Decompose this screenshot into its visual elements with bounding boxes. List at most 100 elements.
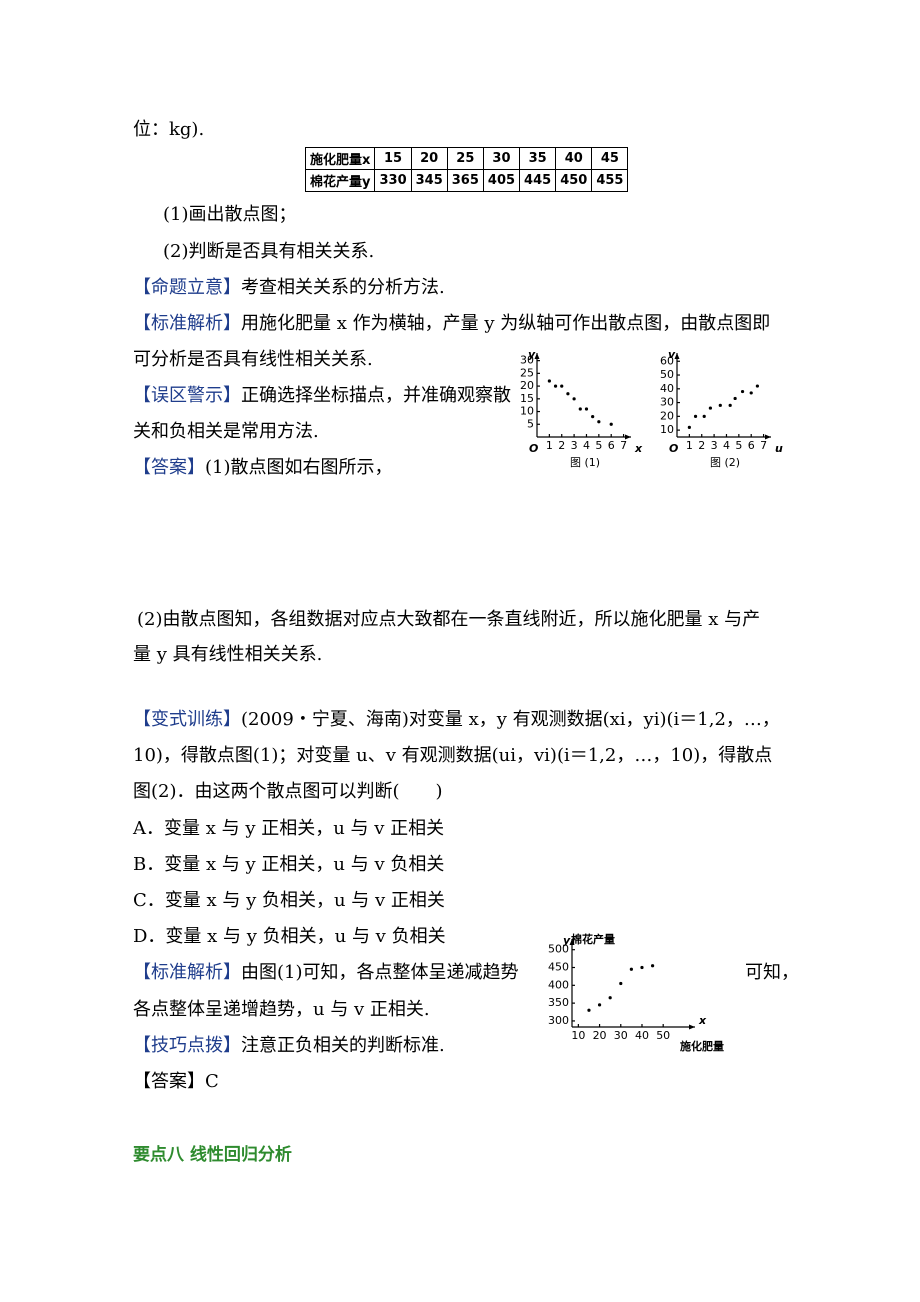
text: 【答案】C (133, 1071, 219, 1092)
y-tick-label: 40 (660, 382, 674, 395)
label: 【标准解析】 (133, 962, 241, 983)
y-tick-label: 400 (548, 978, 569, 991)
question: (1)画出散点图； (163, 204, 297, 225)
data-table: 施化肥量x 15 20 25 30 35 40 45 棉花产量y 330 345… (304, 147, 629, 192)
caption: 图 (2) (710, 456, 740, 469)
arrow (674, 353, 680, 359)
arrow (569, 939, 575, 945)
x-tick-label: 3 (711, 439, 718, 452)
intro: 位：kg). (133, 119, 205, 140)
x-tick-label: 6 (608, 439, 615, 452)
table-row: 施化肥量x 15 20 25 30 35 40 45 (304, 147, 629, 170)
point (640, 965, 644, 970)
point (597, 1003, 602, 1007)
y-tick-label: 500 (548, 943, 569, 956)
option: B．变量 x 与 y 正相关，u 与 v 负相关 (133, 854, 445, 875)
y-axis-label: y (528, 348, 536, 361)
y-tick-label: 20 (520, 379, 534, 392)
cell: 345 (410, 169, 448, 192)
paragraph: 【标准解析】用施化肥量 x 作为横轴，产量 y 为纵轴可作出散点图，由散点图即 (133, 312, 770, 336)
y-tick-label: 60 (660, 354, 674, 367)
x-tick-label: 3 (571, 439, 578, 452)
point (608, 996, 612, 1000)
y-tick-label: 50 (660, 368, 674, 381)
cell: 40 (555, 147, 593, 170)
text: 各点整体呈递增趋势，u 与 v 正相关. (133, 999, 430, 1020)
cell: 330 (374, 169, 412, 192)
point (591, 415, 595, 419)
point (629, 967, 633, 971)
point (553, 384, 558, 388)
y-tick-label: 15 (520, 392, 534, 405)
cell: 30 (482, 147, 521, 170)
y-tick-label: 25 (520, 366, 534, 379)
point (733, 396, 737, 401)
point (687, 425, 691, 429)
y-tick-label: 30 (660, 396, 674, 409)
cell: 35 (519, 147, 557, 170)
label: 【命题立意】 (133, 277, 241, 298)
text: 关和负相关是常用方法. (133, 421, 319, 442)
point (749, 391, 753, 395)
text: 可知， (745, 962, 799, 983)
point (619, 981, 623, 986)
x-tick-label: 4 (583, 439, 590, 452)
paragraph: 【命题立意】考查相关关系的分析方法. (133, 276, 445, 300)
x-tick-label: 5 (735, 439, 742, 452)
point (650, 964, 655, 968)
arrow (534, 353, 540, 359)
x-tick-label: 7 (760, 439, 767, 452)
text: 注意正负相关的判断标准. (241, 1035, 445, 1056)
cell: 25 (446, 147, 484, 170)
y-tick-label: 350 (548, 996, 569, 1009)
text: 可分析是否具有线性相关关系. (133, 349, 373, 370)
x-tick-label: 2 (698, 439, 705, 452)
cell: 450 (555, 169, 593, 192)
x-title: 施化肥量 (680, 1039, 724, 1053)
text: 量 y 具有线性相关关系. (133, 644, 323, 665)
text: 正确选择坐标描点，并准确观察散 (241, 385, 511, 406)
point (572, 397, 576, 401)
text: 考查相关关系的分析方法. (241, 277, 445, 298)
origin-label: O (669, 442, 678, 455)
point (547, 379, 551, 383)
section-heading: 要点八 线性回归分析 (133, 1145, 292, 1165)
label: 【变式训练】 (133, 709, 241, 730)
y-tick-label: 450 (548, 961, 569, 974)
point (578, 407, 582, 411)
x-axis-label: x (698, 1014, 707, 1027)
cell: 455 (591, 169, 629, 192)
y-tick-label: 20 (660, 409, 674, 422)
point (702, 414, 706, 418)
question: (2)判断是否具有相关关系. (163, 241, 375, 262)
point (566, 392, 570, 396)
text: 由图(1)可知，各点整体呈递减趋势 (241, 962, 519, 983)
paragraph: 【变式训练】(2009・宁夏、海南)对变量 x，y 有观测数据(xi，yi)(i… (133, 708, 780, 732)
option: A．变量 x 与 y 正相关，u 与 v 正相关 (133, 818, 445, 839)
point (693, 414, 698, 418)
origin-label: O (529, 442, 538, 455)
x-tick-label: 50 (656, 1029, 670, 1042)
text: (2)由散点图知，各组数据对应点大致都在一条直线附近，所以施化肥量 x 与产 (137, 609, 761, 630)
y-tick-label: 10 (520, 405, 534, 418)
point (728, 403, 732, 407)
cell: 45 (591, 147, 629, 170)
x-tick-label: 4 (723, 439, 730, 452)
row-header: 施化肥量x (304, 147, 376, 170)
table-row: 棉花产量y 330 345 365 405 445 450 455 (304, 169, 629, 192)
paragraph: 【答案】(1)散点图如右图所示， (133, 456, 393, 480)
x-tick-label: 1 (546, 439, 553, 452)
point (708, 406, 712, 410)
arrow (765, 434, 771, 440)
arrow (689, 1024, 695, 1030)
point (755, 384, 759, 388)
point (584, 407, 589, 411)
caption: 图 (1) (570, 456, 600, 469)
x-tick-label: 1 (686, 439, 693, 452)
point (740, 389, 745, 394)
arrow (625, 434, 631, 440)
cell: 15 (374, 147, 412, 170)
